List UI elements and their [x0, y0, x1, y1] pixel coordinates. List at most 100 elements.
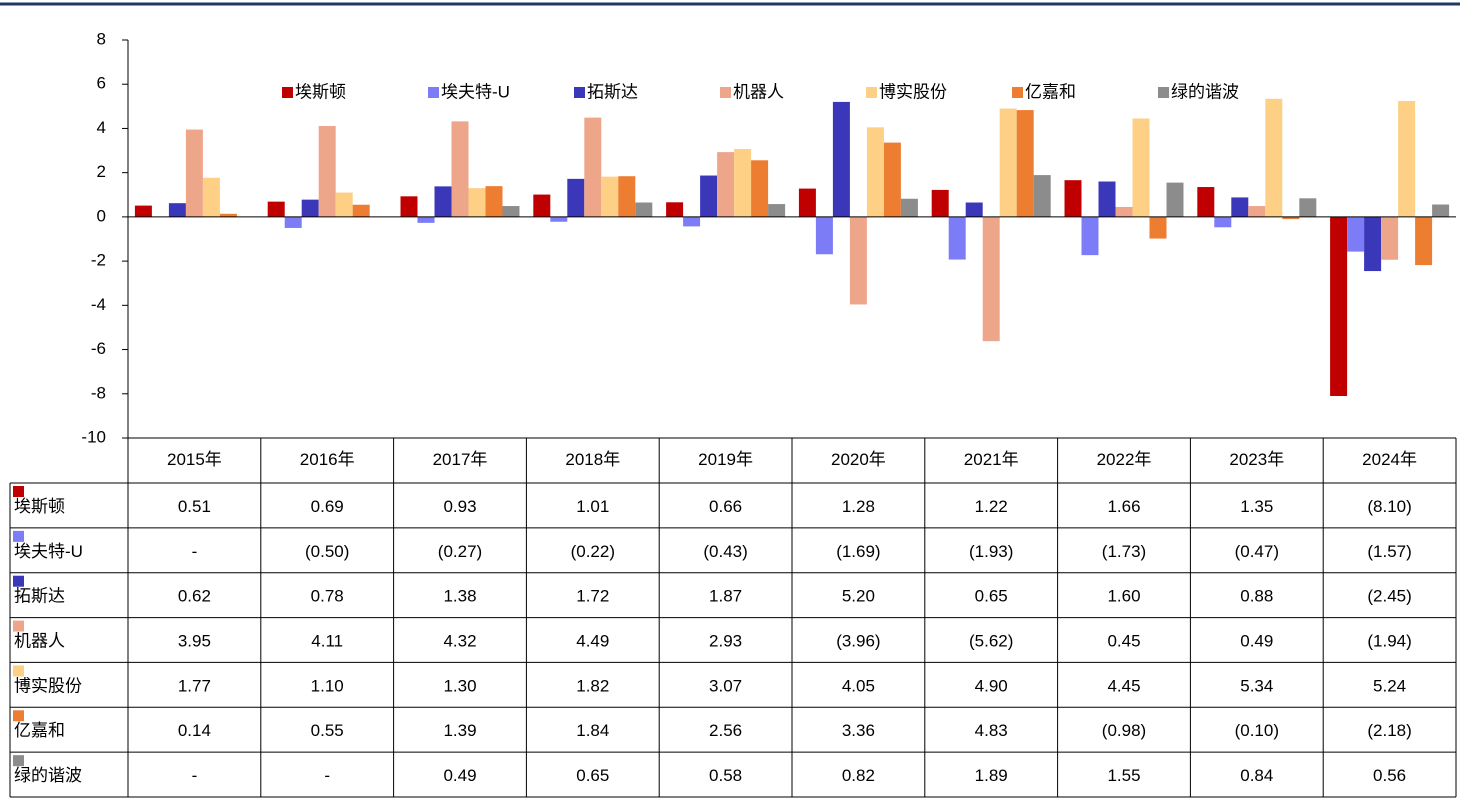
cell-value: 1.35 — [1240, 497, 1273, 516]
bar — [601, 176, 619, 217]
bar — [1364, 216, 1382, 272]
legend-swatch — [282, 87, 293, 98]
cell-value: 1.66 — [1107, 497, 1140, 516]
bar — [301, 199, 319, 217]
bar — [134, 205, 152, 217]
bar — [434, 186, 452, 217]
cell-value: (5.62) — [969, 631, 1013, 650]
row-label: 亿嘉和 — [14, 721, 65, 740]
bar — [584, 117, 602, 217]
cell-value: (1.93) — [969, 542, 1013, 561]
bar — [1132, 118, 1150, 217]
bar — [1197, 187, 1215, 217]
legend-swatch — [428, 87, 439, 98]
row-label: 埃斯顿 — [14, 497, 65, 516]
cell-value: (8.10) — [1367, 497, 1411, 516]
y-tick-label: -8 — [91, 383, 106, 402]
bar — [635, 202, 653, 217]
cell-value: 4.32 — [443, 631, 476, 650]
cell-value: 0.93 — [443, 497, 476, 516]
y-tick-label: -4 — [91, 295, 106, 314]
cell-value: 4.45 — [1107, 676, 1140, 695]
bar — [948, 216, 966, 260]
y-tick-label: 6 — [97, 74, 106, 93]
cell-value: 4.90 — [975, 676, 1008, 695]
bar — [849, 216, 867, 305]
cell-value: 1.39 — [443, 721, 476, 740]
bar — [451, 121, 469, 217]
bar — [618, 176, 636, 217]
y-tick-label: 2 — [97, 162, 106, 181]
bar — [318, 126, 336, 217]
legend-label: 机器人 — [733, 82, 784, 101]
cell-value: 4.83 — [975, 721, 1008, 740]
legend-swatch — [1158, 87, 1169, 98]
legend-swatch — [866, 87, 877, 98]
bar — [1398, 101, 1416, 217]
cell-value: - — [192, 766, 198, 785]
cell-value: 1.10 — [311, 676, 344, 695]
table-swatch — [13, 755, 24, 767]
table-swatch — [13, 710, 24, 722]
legend-label: 亿嘉和 — [1025, 82, 1076, 101]
cell-value: 5.20 — [842, 587, 875, 606]
bar — [965, 202, 983, 217]
y-tick-label: 0 — [97, 206, 106, 225]
cell-value: 4.05 — [842, 676, 875, 695]
x-tick-label: 2019年 — [698, 450, 753, 469]
bar — [468, 188, 486, 217]
cell-value: 2.56 — [709, 721, 742, 740]
row-label: 绿的谐波 — [14, 766, 82, 785]
cell-value: 1.84 — [576, 721, 609, 740]
cell-value: 0.82 — [842, 766, 875, 785]
cell-value: (3.96) — [836, 631, 880, 650]
y-tick-label: -10 — [81, 427, 106, 446]
bar — [1081, 216, 1099, 256]
bar — [335, 192, 353, 217]
bar — [533, 194, 551, 217]
bar — [567, 178, 585, 217]
cell-value: 5.24 — [1373, 676, 1406, 695]
cell-value: 5.34 — [1240, 676, 1273, 695]
cell-value: 1.38 — [443, 587, 476, 606]
y-tick-label: -6 — [91, 339, 106, 358]
bar — [284, 216, 302, 228]
bar — [1381, 216, 1399, 260]
cell-value: 1.77 — [178, 676, 211, 695]
bar — [1231, 197, 1249, 217]
cell-value: 3.36 — [842, 721, 875, 740]
x-tick-label: 2020年 — [831, 450, 886, 469]
cell-value: 0.66 — [709, 497, 742, 516]
cell-value: 1.30 — [443, 676, 476, 695]
bar — [1016, 110, 1034, 217]
x-tick-label: 2017年 — [433, 450, 488, 469]
cell-value: 1.22 — [975, 497, 1008, 516]
cell-value: 0.49 — [1240, 631, 1273, 650]
cell-value: (1.57) — [1367, 542, 1411, 561]
cell-value: 4.11 — [311, 631, 343, 650]
legend-swatch — [1012, 87, 1023, 98]
legend-label: 埃夫特-U — [441, 82, 510, 101]
bar — [1432, 204, 1450, 217]
bar — [798, 188, 816, 217]
bar — [352, 204, 370, 217]
bar — [768, 204, 786, 217]
cell-value: 3.07 — [709, 676, 742, 695]
bar — [1299, 198, 1317, 217]
cell-value: 1.01 — [576, 497, 609, 516]
bar — [400, 196, 418, 217]
bar — [168, 203, 186, 217]
bar — [1282, 216, 1300, 220]
legend-label: 埃斯顿 — [295, 82, 346, 101]
y-tick-label: 8 — [97, 29, 106, 48]
cell-value: 0.49 — [443, 766, 476, 785]
bar — [700, 175, 718, 217]
cell-value: 0.84 — [1240, 766, 1273, 785]
bar — [1033, 175, 1051, 217]
table-swatch — [13, 530, 24, 542]
cell-value: 0.56 — [1373, 766, 1406, 785]
cell-value: (2.45) — [1367, 587, 1411, 606]
cell-value: (1.94) — [1367, 631, 1411, 650]
table-swatch — [13, 486, 24, 497]
